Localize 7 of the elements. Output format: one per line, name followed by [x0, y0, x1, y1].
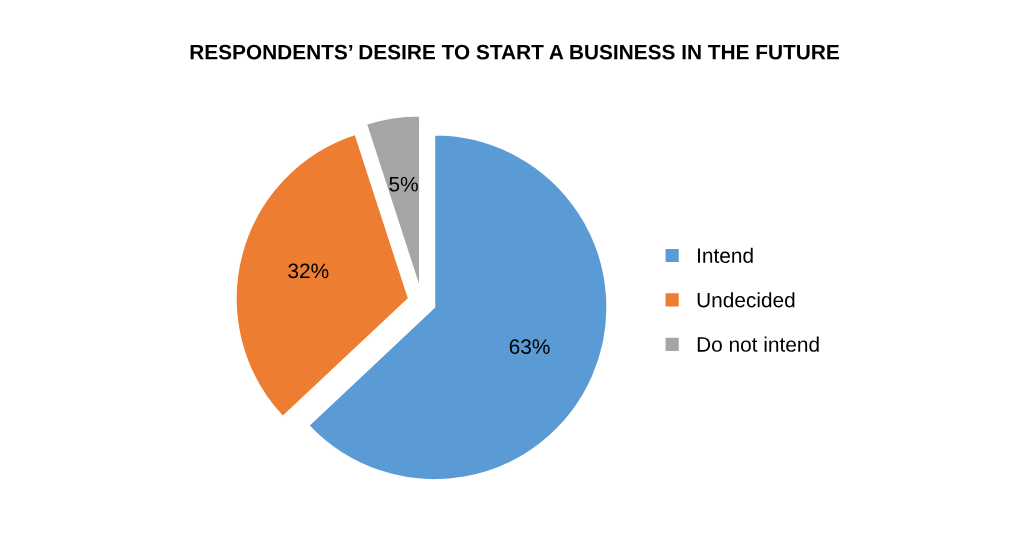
legend-label: Intend — [698, 247, 753, 264]
data-label: 5% — [389, 176, 418, 192]
data-label: 32% — [288, 263, 329, 279]
chart-title: RESPONDENTS’ DESIRE TO START A BUSINESS IN THE FUTURE — [190, 44, 839, 60]
legend-label: Undecided — [697, 292, 795, 308]
legend-label: Do not intend — [697, 336, 819, 352]
data-label: 63% — [509, 339, 550, 355]
